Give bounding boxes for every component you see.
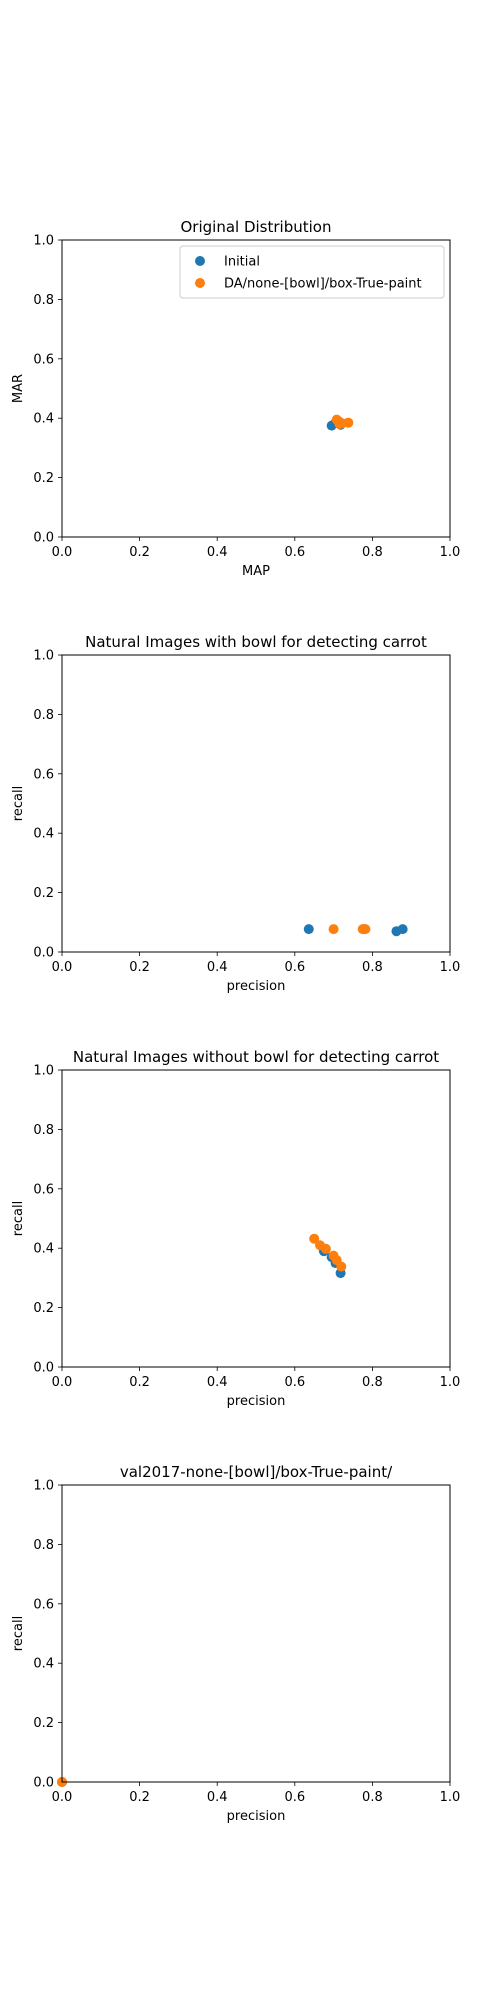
y-tick-label: 0.4 [33,412,54,427]
x-axis-label: MAP [242,564,270,579]
y-tick-label: 0.0 [33,946,54,961]
y-tick-label: 0.2 [33,886,54,901]
y-tick-label: 0.6 [33,352,54,367]
legend-marker [195,256,205,266]
y-tick-label: 0.0 [33,1776,54,1791]
legend: Initial DA/none-[bowl]/box-True-paint [179,245,445,299]
x-tick-label: 0.8 [362,1375,383,1390]
x-tick-label: 0.0 [52,1790,73,1805]
y-axis-label: MAR [11,374,26,403]
y-tick-label: 0.8 [33,708,54,723]
legend-label: Initial [224,255,260,270]
x-tick-label: 0.0 [52,960,73,975]
y-axis-label: recall [11,786,26,821]
x-tick-label: 0.2 [129,960,150,975]
x-tick-label: 0.8 [362,545,383,560]
x-tick-label: 0.4 [207,960,228,975]
plot-frame [61,1484,451,1783]
data-point [343,417,354,428]
x-tick-label: 0.6 [284,545,305,560]
y-tick-label: 0.4 [33,1657,54,1672]
x-tick-label: 1.0 [440,545,461,560]
y-tick-label: 0.2 [33,1301,54,1316]
x-tick-label: 1.0 [440,1790,461,1805]
x-tick-label: 0.4 [207,1790,228,1805]
chart-title: val2017-none-[bowl]/box-True-paint/ [120,1463,393,1481]
x-axis-label: precision [227,1809,286,1824]
legend-marker [195,278,205,288]
y-tick-label: 0.6 [33,1182,54,1197]
x-tick-label: 0.6 [284,960,305,975]
x-tick-label: 0.6 [284,1790,305,1805]
chart-2: Natural Images with bowl for detecting c… [11,633,460,994]
y-tick-label: 0.6 [33,1597,54,1612]
x-tick-label: 0.6 [284,1375,305,1390]
data-point [336,1261,347,1272]
x-tick-label: 1.0 [440,960,461,975]
data-point [360,924,371,935]
y-tick-label: 0.6 [33,767,54,782]
legend-label: DA/none-[bowl]/box-True-paint [224,277,422,292]
y-tick-label: 0.0 [33,531,54,546]
x-tick-label: 0.2 [129,545,150,560]
y-tick-label: 0.2 [33,471,54,486]
chart-title: Natural Images with bowl for detecting c… [85,633,427,651]
y-axis-label: recall [11,1616,26,1651]
x-tick-label: 0.4 [207,1375,228,1390]
y-tick-label: 0.4 [33,827,54,842]
data-point [309,1233,320,1244]
plot-frame [61,1069,451,1368]
x-tick-label: 0.2 [129,1375,150,1390]
chart-1: Original Distribution 0.0 0.2 0.4 0.6 0.8 1.0 0… [11,218,460,579]
plot-frame [61,654,451,953]
y-tick-label: 0.0 [33,1361,54,1376]
x-tick-label: 0.2 [129,1790,150,1805]
plot-frame [61,239,451,538]
data-point [397,924,408,935]
y-tick-label: 0.2 [33,1716,54,1731]
x-tick-label: 1.0 [440,1375,461,1390]
x-tick-label: 0.0 [52,545,73,560]
data-point [303,924,314,935]
y-tick-label: 0.8 [33,293,54,308]
x-tick-label: 0.4 [207,545,228,560]
y-tick-label: 0.8 [33,1123,54,1138]
y-tick-label: 1.0 [33,1064,54,1079]
chart-4: val2017-none-[bowl]/box-True-paint/0.0 0.… [11,1463,460,1824]
y-tick-label: 1.0 [33,649,54,664]
x-tick-label: 0.8 [362,1790,383,1805]
y-tick-label: 1.0 [33,234,54,249]
y-tick-label: 1.0 [33,1479,54,1494]
data-point [320,1243,331,1254]
y-tick-label: 0.4 [33,1242,54,1257]
x-axis-label: precision [227,1394,286,1409]
legend-box [179,245,445,299]
chart-3: Natural Images without bowl for detectin… [11,1048,460,1409]
chart-title: Natural Images without bowl for detectin… [73,1048,439,1066]
y-tick-label: 0.8 [33,1538,54,1553]
x-tick-label: 0.8 [362,960,383,975]
chart-title: Original Distribution [181,218,332,236]
x-axis-label: precision [227,979,286,994]
y-axis-label: recall [11,1201,26,1236]
data-point [328,924,339,935]
x-tick-label: 0.0 [52,1375,73,1390]
